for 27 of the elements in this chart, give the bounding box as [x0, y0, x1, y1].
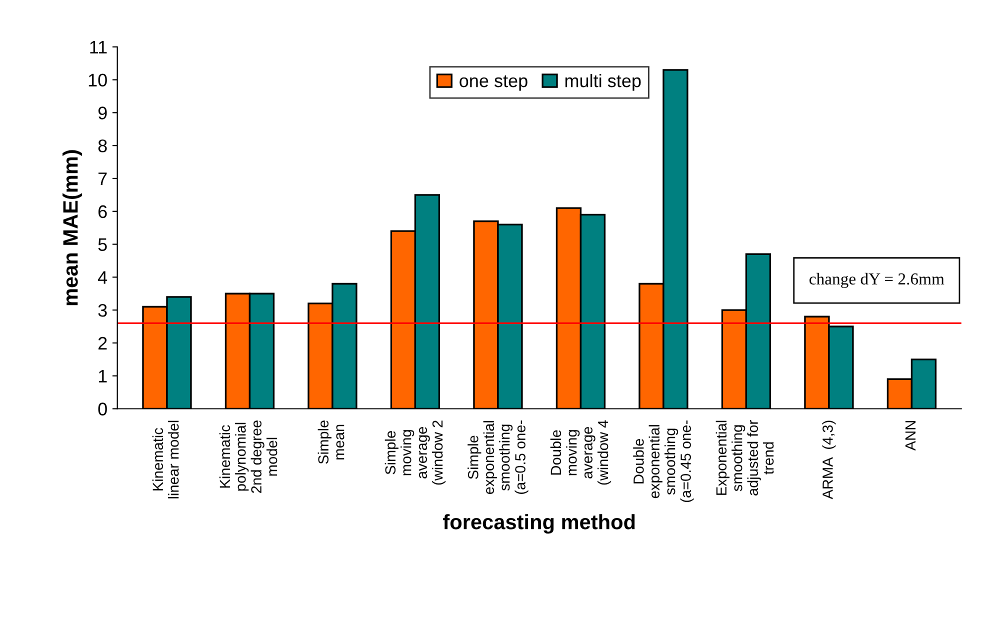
y-tick-label: 7 — [98, 172, 107, 186]
x-tick-label: Simple mean — [318, 420, 344, 464]
y-tick-label: 8 — [98, 140, 107, 152]
x-tick-label: Double exponential smoothing (a=0.45 one- — [633, 420, 694, 502]
legend-label: one step — [460, 75, 528, 91]
x-tick-label: Exponential smoothing adjusted for trend — [716, 420, 774, 496]
y-tick-label: 4 — [98, 271, 108, 284]
y-tick-label: 9 — [98, 106, 107, 120]
x-tick-label: ANN — [905, 421, 916, 451]
x-tick-label: Simple moving average (window 2 — [384, 420, 446, 485]
x-tick-label: Simple exponential smoothing (a=0.5 one- — [468, 420, 528, 494]
x-tick-label: Kinematic polynomial 2nd degree model — [219, 420, 278, 493]
x-axis-title: forecasting method — [443, 514, 635, 534]
y-tick-label: 5 — [98, 238, 107, 251]
x-tick-label: ARMA (4,3) — [822, 420, 836, 500]
y-tick-label: 0 — [98, 402, 107, 416]
y-tick-label: 2 — [98, 336, 107, 350]
ref-line-label: change dY = 2.6mm — [810, 272, 944, 288]
y-tick-label: 11 — [90, 40, 107, 54]
legend-label: multi step — [565, 74, 641, 91]
y-axis-title: mean MAE(mm) — [62, 150, 82, 306]
y-tick-label: 1 — [98, 370, 107, 382]
x-tick-label: Double moving average (window 4 — [550, 420, 612, 485]
y-tick-label: 3 — [98, 304, 107, 317]
y-tick-label: 10 — [88, 74, 107, 86]
x-tick-label: Kinematic linear model — [152, 420, 179, 498]
y-tick-label: 6 — [98, 205, 107, 218]
